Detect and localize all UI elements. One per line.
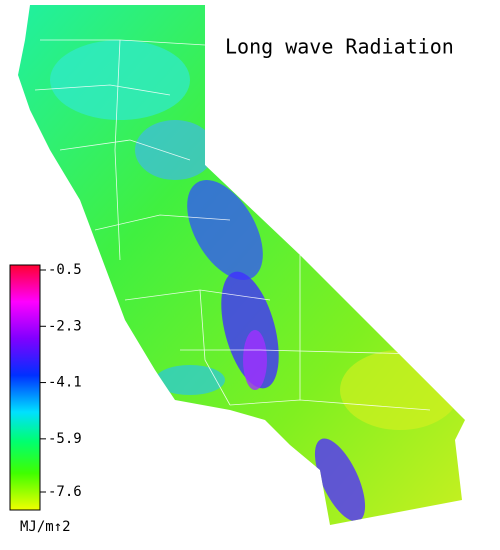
map-title: Long wave Radiation: [225, 35, 454, 59]
colorbar-tick-label: -4.1: [48, 375, 82, 391]
colorbar-unit: MJ/m↑2: [20, 519, 71, 535]
colorbar-tick-label: -7.6: [48, 484, 82, 500]
colorbar-tick-label: -5.9: [48, 431, 82, 447]
colorbar-tick-label: -0.5: [48, 262, 82, 278]
colorbar: [9, 264, 41, 511]
colorbar-tick-label: -2.3: [48, 318, 82, 334]
california: [18, 5, 465, 525]
